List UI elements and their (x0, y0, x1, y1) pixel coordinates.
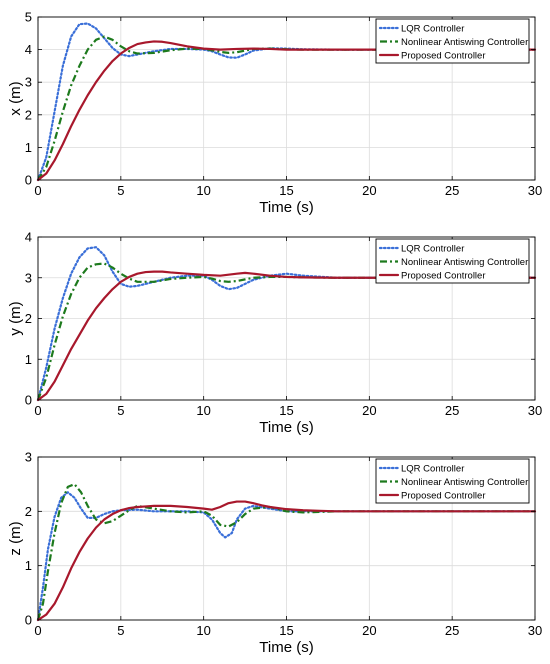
legend-label: Nonlinear Antiswing Controller (401, 257, 528, 268)
x-tick-label: 0 (34, 403, 41, 418)
x-tick-label: 0 (34, 183, 41, 198)
chart-panel-y: 0 5 10 15 20 25 30 0 1 2 3 4 Time (s) y (m) LQR Contro… (7, 230, 542, 437)
y-tick-label: 2 (25, 311, 32, 326)
y-axis-label: y (m) (7, 301, 24, 335)
x-axis-label: Time (s) (259, 639, 313, 656)
y-tick-label: 2 (25, 504, 32, 519)
x-axis-label: Time (s) (259, 199, 313, 216)
x-tick-label: 30 (528, 403, 542, 418)
legend-label: LQR Controller (401, 24, 464, 35)
y-tick-label: 1 (25, 140, 32, 155)
x-tick-label: 25 (445, 623, 459, 638)
x-tick-label: 15 (279, 623, 293, 638)
y-tick-label: 3 (25, 75, 32, 90)
legend-label: LQR Controller (401, 464, 464, 475)
x-tick-label: 5 (117, 623, 124, 638)
y-axis-label: x (m) (7, 81, 24, 115)
legend-box (375, 238, 530, 284)
y-tick-label: 0 (25, 613, 32, 628)
x-tick-label: 25 (445, 403, 459, 418)
y-tick-label: 5 (25, 10, 32, 25)
x-axis-label: Time (s) (259, 419, 313, 436)
chart-panel-z: 0 5 10 15 20 25 30 0 1 2 3 Time (s) z (m) LQR Control… (7, 450, 542, 657)
legend-label: Nonlinear Antiswing Controller (401, 477, 528, 488)
x-tick-label: 15 (279, 183, 293, 198)
y-tick-label: 2 (25, 107, 32, 122)
chart-panel-x: 0 5 10 15 20 25 30 0 1 2 3 4 5 Time (s) x (m) LQR Contr… (7, 10, 542, 217)
y-tick-label: 4 (25, 42, 32, 57)
x-tick-label: 30 (528, 183, 542, 198)
legend-box (375, 18, 530, 64)
y-tick-label: 0 (25, 173, 32, 188)
y-tick-label: 1 (25, 558, 32, 573)
y-tick-label: 0 (25, 393, 32, 408)
legend-label: Proposed Controller (401, 491, 486, 502)
x-tick-label: 15 (279, 403, 293, 418)
legend: LQR Controller Nonlinear Antiswing Contro… (375, 238, 530, 284)
x-tick-label: 10 (196, 623, 210, 638)
series-line-proposed (36, 40, 537, 182)
legend-box (375, 458, 530, 504)
y-tick-label: 4 (25, 230, 32, 245)
legend: LQR Controller Nonlinear Antiswing Contro… (375, 18, 530, 64)
series-line-nonlinear (36, 483, 535, 621)
series-line-lqr (36, 246, 537, 402)
series-line-proposed (36, 500, 537, 622)
legend-label: Proposed Controller (401, 271, 486, 282)
x-tick-label: 5 (117, 183, 124, 198)
legend-label: Nonlinear Antiswing Controller (401, 37, 528, 48)
y-tick-label: 3 (25, 450, 32, 465)
legend: LQR Controller Nonlinear Antiswing Contro… (375, 458, 530, 504)
x-tick-label: 0 (34, 623, 41, 638)
x-tick-label: 30 (528, 623, 542, 638)
legend-label: LQR Controller (401, 244, 464, 255)
x-tick-label: 20 (362, 183, 376, 198)
series-line-nonlinear (37, 35, 535, 181)
series-line-proposed (36, 270, 537, 402)
x-tick-label: 25 (445, 183, 459, 198)
x-tick-label: 20 (362, 403, 376, 418)
legend-label: Proposed Controller (401, 51, 486, 62)
x-tick-label: 5 (117, 403, 124, 418)
x-tick-label: 10 (196, 183, 210, 198)
x-tick-label: 20 (362, 623, 376, 638)
y-tick-label: 1 (25, 352, 32, 367)
y-axis-label: z (m) (7, 521, 24, 555)
x-tick-label: 10 (196, 403, 210, 418)
y-tick-label: 3 (25, 270, 32, 285)
